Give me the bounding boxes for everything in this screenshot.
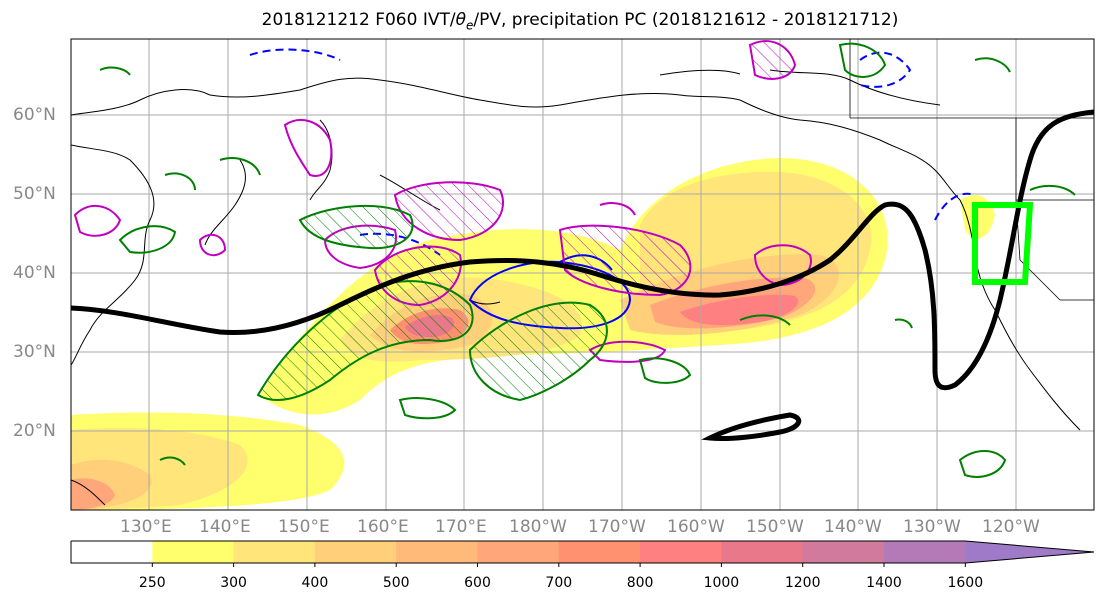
colorbar-cell [71, 541, 153, 563]
precip-contours-green [99, 42, 1076, 478]
colorbar-tick-label: 800 [626, 575, 654, 591]
borders [849, 39, 1094, 301]
colorbar-cell [477, 541, 560, 563]
colorbar-tick-label: 1400 [866, 575, 902, 591]
lat-label-50n: 50°N [13, 184, 56, 204]
colorbar-cell [314, 541, 397, 563]
lon-label-120w: 120°W [982, 517, 1040, 537]
lat-label-30n: 30°N [13, 342, 56, 362]
lon-label-150w: 150°W [746, 517, 804, 537]
lon-label-170w: 170°W [588, 517, 646, 537]
lon-label-160w: 160°W [667, 517, 725, 537]
lat-label-20n: 20°N [13, 421, 56, 441]
lon-label-130e: 130°E [120, 517, 172, 537]
theta-e-contour-black [71, 109, 1094, 442]
colorbar-cell [721, 541, 804, 563]
colorbar [70, 540, 1095, 567]
lon-label-180w: 180°W [509, 517, 567, 537]
colorbar-tick-label: 1200 [784, 575, 821, 591]
graticule [71, 39, 1094, 510]
lon-label-160e: 160°E [357, 517, 409, 537]
colorbar-tick-label: 600 [464, 575, 491, 591]
colorbar-tick-label: 500 [382, 575, 410, 591]
colorbar-outline [70, 540, 1095, 564]
target-region-box [972, 202, 1034, 285]
map-frame [70, 38, 1095, 511]
lon-label-150e: 150°E [278, 517, 330, 537]
map-panel [71, 39, 1094, 510]
colorbar-cell [558, 541, 641, 563]
lat-label-60n: 60°N [13, 105, 56, 125]
title-theta-subscript: e [466, 18, 474, 33]
title-suffix: /PV, precipitation PC (2018121612 - 2018… [473, 10, 899, 30]
colorbar-tick-label: 300 [220, 575, 247, 591]
colorbar-cell [884, 541, 966, 563]
lon-label-170e: 170°E [435, 517, 487, 537]
colorbar-cell [396, 541, 478, 563]
colorbar-cell [802, 541, 885, 563]
lat-label-40n: 40°N [13, 263, 56, 283]
lon-label-130w: 130°W [903, 517, 961, 537]
lon-label-140e: 140°E [199, 517, 251, 537]
colorbar-cell [640, 541, 722, 563]
colorbar-cell [152, 541, 235, 563]
colorbar-tick-label: 250 [138, 575, 166, 591]
colorbar-tick-label: 1600 [947, 575, 984, 591]
lon-label-140w: 140°W [824, 517, 882, 537]
title-prefix: 2018121212 F060 IVT/ [261, 10, 456, 30]
theta-contours-magenta [73, 40, 812, 363]
colorbar-extend-arrow [965, 541, 1094, 563]
title-theta: θ [455, 10, 466, 30]
colorbar-tick-label: 1000 [703, 575, 740, 591]
colorbar-tick-label: 400 [301, 575, 329, 591]
colorbar-cell [233, 541, 316, 563]
colorbar-tick-label: 700 [545, 575, 573, 591]
figure-title: 2018121212 F060 IVT/θe/PV, precipitation… [0, 10, 1105, 32]
